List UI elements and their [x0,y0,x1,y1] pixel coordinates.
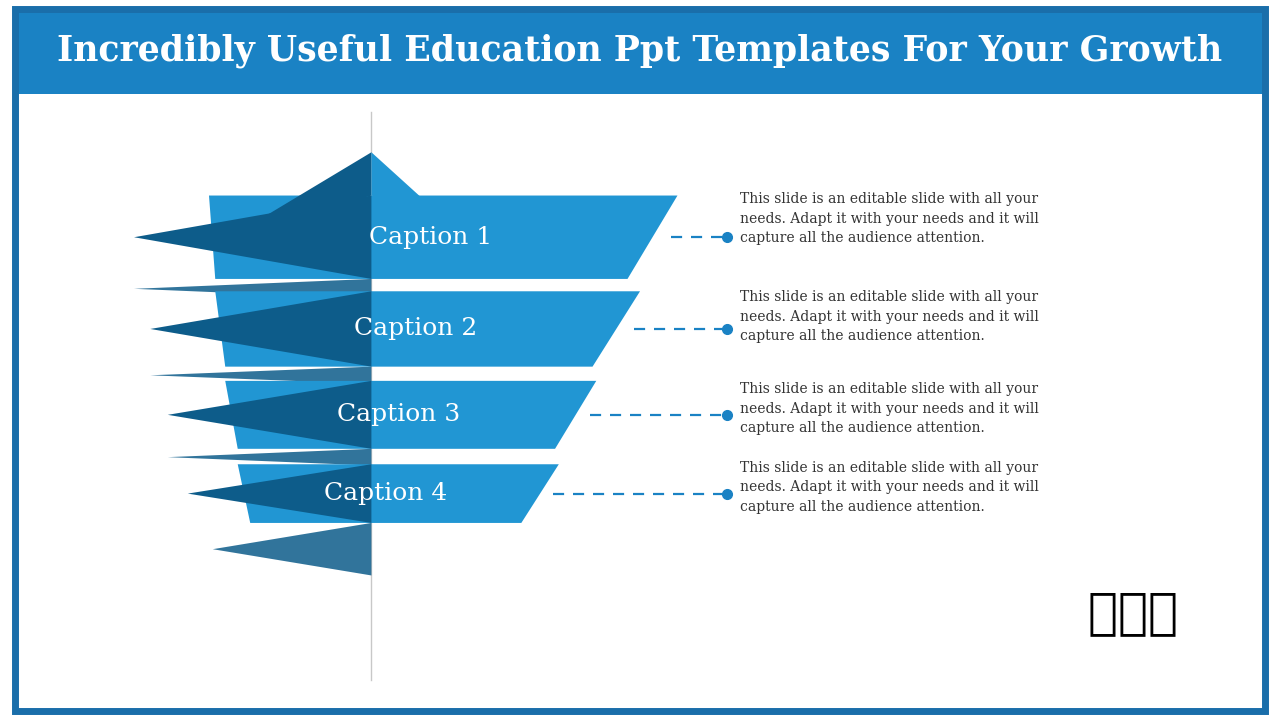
Polygon shape [238,464,559,523]
Polygon shape [238,153,371,233]
Polygon shape [371,153,447,220]
Polygon shape [134,279,371,299]
Polygon shape [168,449,371,466]
Bar [15,9,1265,94]
Text: Caption 1: Caption 1 [369,226,493,248]
Text: Caption 2: Caption 2 [353,318,476,341]
Polygon shape [134,196,371,279]
Text: This slide is an editable slide with all your
needs. Adapt it with your needs an: This slide is an editable slide with all… [740,382,1039,435]
Text: Caption 3: Caption 3 [337,403,460,426]
Text: Caption 4: Caption 4 [324,482,448,505]
Polygon shape [215,292,640,366]
Polygon shape [209,196,677,279]
Polygon shape [225,381,596,449]
Polygon shape [212,523,371,575]
Polygon shape [150,292,371,366]
Polygon shape [168,381,371,449]
Text: This slide is an editable slide with all your
needs. Adapt it with your needs an: This slide is an editable slide with all… [740,290,1039,343]
Text: Incredibly Useful Education Ppt Templates For Your Growth: Incredibly Useful Education Ppt Template… [58,34,1222,68]
Polygon shape [150,366,371,384]
Text: This slide is an editable slide with all your
needs. Adapt it with your needs an: This slide is an editable slide with all… [740,192,1039,246]
Text: This slide is an editable slide with all your
needs. Adapt it with your needs an: This slide is an editable slide with all… [740,461,1039,514]
Text: 🎓👨‍🎓: 🎓👨‍🎓 [1088,589,1179,637]
Polygon shape [188,464,371,523]
